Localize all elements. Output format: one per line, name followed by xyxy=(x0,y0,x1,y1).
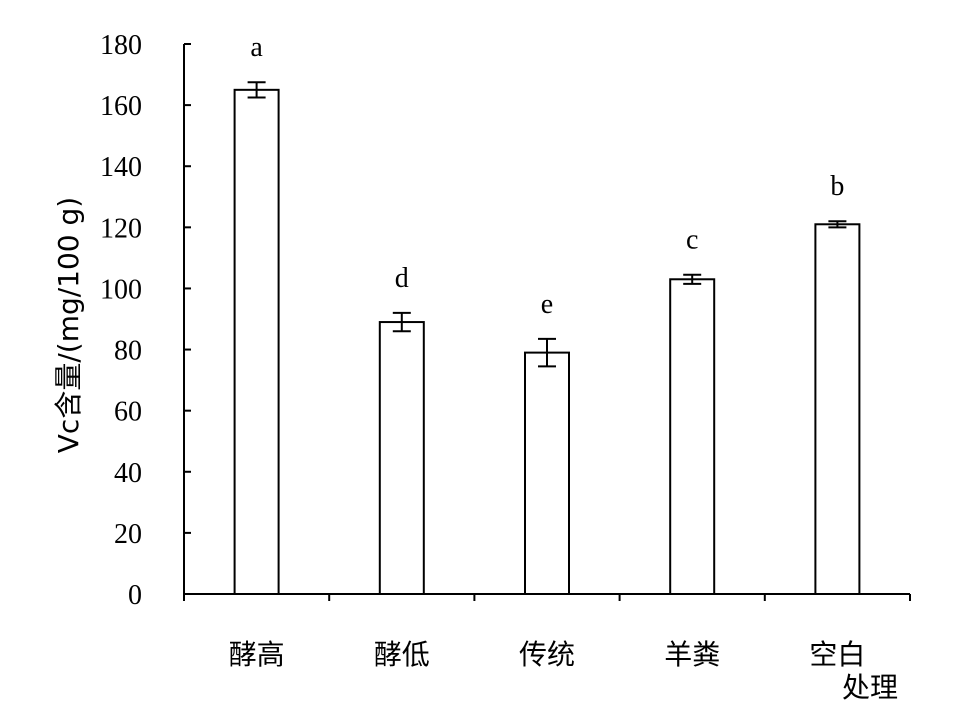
bar xyxy=(524,351,570,595)
significance-letter: d xyxy=(395,263,409,294)
y-axis: 0 20 40 60 80 100 120 140 160 180 xyxy=(100,30,191,611)
significance-letter: a xyxy=(250,32,263,63)
x-axis: 酵高 酵低 传统 羊粪 空白 xyxy=(183,593,911,671)
y-tick-label: 160 xyxy=(100,91,142,122)
bar xyxy=(233,88,280,595)
y-tick-label: 180 xyxy=(100,30,142,61)
x-tick-label: 羊粪 xyxy=(664,638,720,671)
x-tick-label: 酵高 xyxy=(229,638,285,671)
y-tick-label: 80 xyxy=(114,336,142,367)
y-tick-label: 100 xyxy=(100,274,142,305)
y-tick-label: 140 xyxy=(100,152,142,183)
x-tick-label: 传统 xyxy=(519,638,575,671)
bar xyxy=(814,223,861,595)
significance-letter: e xyxy=(541,289,553,320)
y-axis-label: Vc含量/(mg/100 g) xyxy=(52,197,85,453)
bars: a d e c b xyxy=(233,32,861,595)
significance-letter: c xyxy=(686,225,698,256)
y-tick-label: 60 xyxy=(114,397,142,428)
y-tick-label: 0 xyxy=(128,580,142,611)
y-tick-label: 20 xyxy=(114,519,142,550)
bar xyxy=(669,278,716,595)
x-tick-label: 酵低 xyxy=(374,638,430,671)
bar xyxy=(378,321,425,595)
x-axis-label: 处理 xyxy=(842,671,898,704)
y-tick-label: 40 xyxy=(114,458,142,489)
x-tick-label: 空白 xyxy=(809,638,865,671)
y-tick-label: 120 xyxy=(100,213,142,244)
significance-letter: b xyxy=(830,171,844,202)
